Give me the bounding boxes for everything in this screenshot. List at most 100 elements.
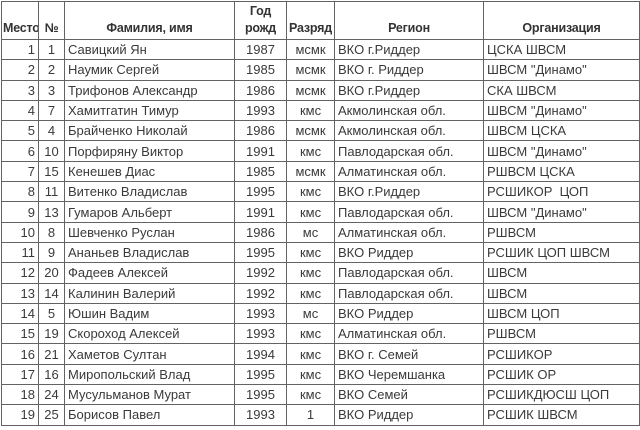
cell-number: 10 [38,140,65,162]
cell-rank: кмс [286,181,335,203]
table-body: 1 1 Савицкий Ян 1987 мсмк ВКО г.Риддер ЦСКА ШВ… [1,38,640,426]
cell-region: Павлодарская обл. [334,201,484,223]
cell-region: ВКО Риддер [334,302,484,325]
cell-place: 17 [1,363,39,386]
cell-birth_year: 1993 [234,323,287,345]
cell-place: 5 [1,120,39,142]
cell-region: Алматинская обл. [334,323,484,345]
cell-organization: РШВСМ [483,221,640,243]
cell-rank: мс [286,221,335,243]
cell-rank: кмс [286,241,335,264]
cell-name: Шевченко Руслан [64,221,235,243]
cell-rank: кмс [286,343,335,365]
cell-place: 9 [1,201,39,223]
cell-region: ВКО г.Риддер [334,38,484,61]
column-header-number: № [38,1,65,40]
table-row: 15 19 Скороход Алексей 1993 кмс Алматинская о… [1,323,640,345]
table-row: 10 8 Шевченко Руслан 1986 мс Алматинская обл.… [1,221,640,243]
cell-birth_year: 1993 [234,302,287,325]
table-row: 9 13 Гумаров Альберт 1991 кмс Павлодарская об… [1,201,640,223]
table-row: 12 20 Фадеев Алексей 1992 кмс Павлодарская об… [1,262,640,284]
cell-birth_year: 1986 [234,120,287,142]
table-row: 2 2 Наумик Сергей 1985 мсмк ВКО г. Риддер ШВСМ… [1,59,640,81]
cell-birth_year: 1994 [234,343,287,365]
cell-birth_year: 1986 [234,79,287,101]
cell-number: 7 [38,99,65,122]
cell-organization: РШВСМ [483,323,640,345]
cell-region: ВКО Семей [334,384,484,406]
cell-name: Витенко Владислав [64,181,235,203]
cell-region: Алматинская обл. [334,160,484,183]
cell-name: Гумаров Альберт [64,201,235,223]
cell-birth_year: 1992 [234,282,287,304]
cell-region: ВКО Риддер [334,404,484,426]
cell-rank: кмс [286,201,335,223]
cell-rank: кмс [286,384,335,406]
cell-name: Калинин Валерий [64,282,235,304]
column-header-organization: Организация [483,1,640,40]
table-row: 8 11 Витенко Владислав 1995 кмс ВКО г.Риддер Р… [1,181,640,203]
cell-birth_year: 1995 [234,241,287,264]
cell-name: Хаметов Султан [64,343,235,365]
cell-rank: мс [286,302,335,325]
cell-name: Борисов Павел [64,404,235,426]
column-header-rank: Разряд [286,1,335,40]
cell-birth_year: 1987 [234,38,287,61]
cell-name: Мусульманов Мурат [64,384,235,406]
cell-rank: мсмк [286,120,335,142]
cell-birth_year: 1993 [234,404,287,426]
cell-number: 19 [38,323,65,345]
cell-birth_year: 1995 [234,363,287,386]
cell-organization: ШВСМ [483,282,640,304]
cell-organization: ШВСМ "Динамо" [483,99,640,122]
table-row: 18 24 Мусульманов Мурат 1995 кмс ВКО Семей РСШ… [1,384,640,406]
cell-name: Порфиряну Виктор [64,140,235,162]
cell-birth_year: 1985 [234,160,287,183]
cell-organization: ШВСМ "Динамо" [483,59,640,81]
cell-place: 2 [1,59,39,81]
cell-name: Фадеев Алексей [64,262,235,284]
table-row: 16 21 Хаметов Султан 1994 кмс ВКО г. Семей РСШ… [1,343,640,365]
column-header-place: Место [1,1,39,40]
cell-region: ВКО г. Семей [334,343,484,365]
cell-name: Савицкий Ян [64,38,235,61]
cell-birth_year: 1995 [234,181,287,203]
cell-place: 13 [1,282,39,304]
cell-rank: мсмк [286,160,335,183]
cell-organization: ШВСМ ЦСКА [483,120,640,142]
cell-number: 15 [38,160,65,183]
cell-birth_year: 1991 [234,201,287,223]
cell-number: 14 [38,282,65,304]
cell-organization: РСШИКОР ЦОП [483,181,640,203]
table-row: 6 10 Порфиряну Виктор 1991 кмс Павлодарская о… [1,140,640,162]
cell-organization: ШВСМ [483,262,640,284]
cell-region: Акмолинская обл. [334,99,484,122]
cell-number: 13 [38,201,65,223]
cell-organization: РСШИК ЦОП ШВСМ [483,241,640,264]
cell-organization: ШВСМ "Динамо" [483,140,640,162]
cell-region: ВКО Риддер [334,241,484,264]
cell-place: 6 [1,140,39,162]
cell-rank: кмс [286,262,335,284]
table-row: 14 5 Юшин Вадим 1993 мс ВКО Риддер ШВСМ ЦОП [1,302,640,325]
cell-organization: РШВСМ ЦСКА [483,160,640,183]
table-row: 13 14 Калинин Валерий 1992 кмс Павлодарская о… [1,282,640,304]
cell-region: ВКО Черемшанка [334,363,484,386]
cell-place: 10 [1,221,39,243]
cell-number: 16 [38,363,65,386]
cell-place: 12 [1,262,39,284]
cell-place: 3 [1,79,39,101]
cell-name: Хамитгатин Тимур [64,99,235,122]
cell-rank: кмс [286,282,335,304]
cell-rank: мсмк [286,38,335,61]
cell-region: Акмолинская обл. [334,120,484,142]
cell-name: Брайченко Николай [64,120,235,142]
cell-place: 7 [1,160,39,183]
header-row: Место № Фамилия, имя Год рожд Разряд Регион Ор… [1,1,640,40]
cell-rank: мсмк [286,79,335,101]
cell-region: ВКО г.Риддер [334,181,484,203]
cell-number: 25 [38,404,65,426]
cell-organization: РСШИК ОР [483,363,640,386]
cell-place: 16 [1,343,39,365]
cell-name: Трифонов Александр [64,79,235,101]
